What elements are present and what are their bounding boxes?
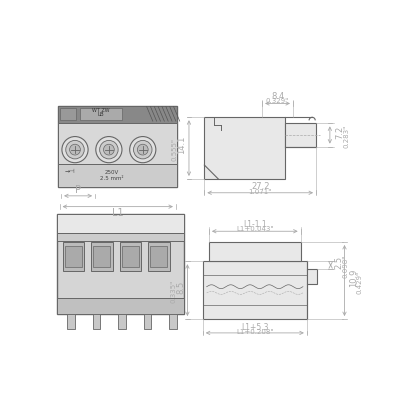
Bar (56, 233, 184, 240)
Bar (204, 117, 285, 179)
Text: P: P (75, 186, 81, 196)
Bar (58, 164, 177, 186)
Text: 1.071": 1.071" (248, 189, 272, 195)
Text: 0.555": 0.555" (171, 138, 177, 161)
Bar (307, 269, 317, 284)
Bar (150, 246, 167, 268)
Text: 7.2: 7.2 (335, 125, 344, 138)
Bar (58, 106, 177, 123)
Bar (98, 301, 106, 308)
Text: 250V: 250V (105, 170, 119, 175)
Bar (209, 242, 301, 261)
Circle shape (137, 144, 148, 155)
Bar (60, 108, 76, 120)
Bar (143, 314, 151, 329)
Text: 14.1: 14.1 (177, 136, 186, 154)
Bar (155, 301, 163, 308)
Bar (148, 242, 170, 271)
Text: 0.329": 0.329" (266, 98, 289, 104)
Text: 0.429": 0.429" (357, 270, 363, 294)
Text: 8.5: 8.5 (176, 280, 185, 294)
Circle shape (134, 140, 152, 159)
Text: L1: L1 (112, 208, 124, 218)
Bar (67, 314, 75, 329)
Bar (118, 314, 126, 329)
Bar (203, 261, 307, 319)
Bar (169, 314, 177, 329)
Bar (120, 242, 141, 271)
Circle shape (70, 144, 81, 155)
Text: 0.283": 0.283" (343, 125, 349, 148)
Text: L1-1.1: L1-1.1 (243, 220, 267, 229)
Text: 0.335": 0.335" (171, 280, 177, 303)
Text: 10.9: 10.9 (349, 268, 358, 287)
Text: 8.4: 8.4 (271, 92, 284, 101)
Text: →⊣: →⊣ (64, 169, 75, 174)
Bar (94, 246, 111, 268)
Text: L1+0.043": L1+0.043" (236, 226, 274, 232)
Bar (65, 246, 82, 268)
Bar (93, 314, 100, 329)
Circle shape (130, 136, 156, 163)
Circle shape (66, 140, 84, 159)
Bar (56, 214, 184, 314)
Bar (91, 242, 113, 271)
Bar (63, 242, 84, 271)
Text: L1+0.208": L1+0.208" (236, 329, 274, 335)
Bar (285, 124, 316, 146)
Text: WT ZW: WT ZW (92, 108, 109, 113)
Text: 27.2: 27.2 (251, 182, 269, 191)
Bar (126, 301, 134, 308)
Bar (70, 301, 77, 308)
Circle shape (62, 136, 88, 163)
Circle shape (103, 144, 114, 155)
Text: L1+5.3: L1+5.3 (241, 323, 269, 332)
Bar (122, 246, 139, 268)
Text: 0.098": 0.098" (342, 255, 348, 278)
Text: LB: LB (97, 112, 104, 117)
Circle shape (96, 136, 122, 163)
Bar (56, 214, 184, 233)
Circle shape (100, 140, 118, 159)
Bar (80, 108, 122, 120)
Bar (58, 106, 177, 186)
Bar (58, 123, 177, 164)
Text: 2.5 mm²: 2.5 mm² (100, 176, 124, 182)
Bar (56, 298, 184, 314)
Text: 2.5: 2.5 (335, 256, 344, 269)
